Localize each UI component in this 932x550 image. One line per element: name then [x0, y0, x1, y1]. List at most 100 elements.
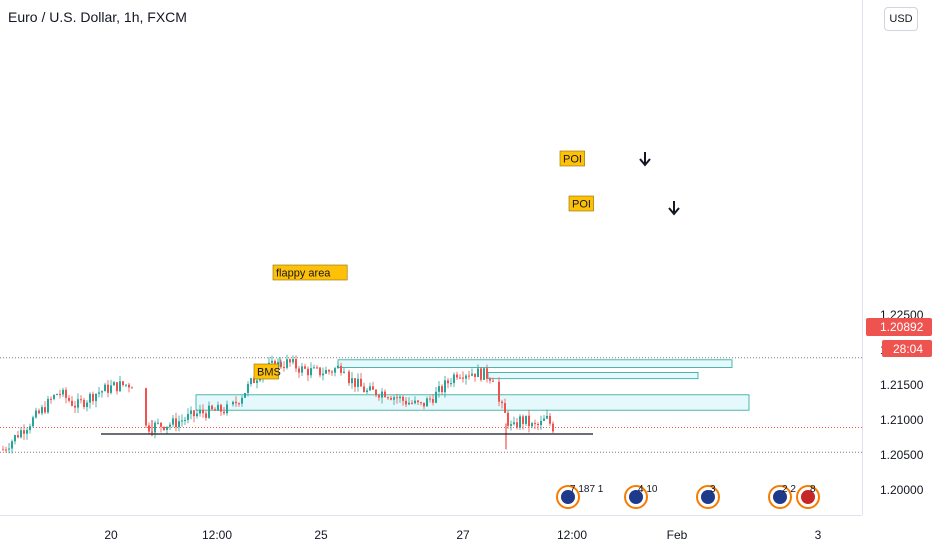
event-count-text: 3 — [710, 484, 716, 495]
flag-fill-icon — [701, 490, 715, 504]
candle-body — [113, 382, 115, 386]
candle-body — [310, 368, 312, 376]
candle-body — [202, 409, 204, 414]
candle-body — [348, 371, 350, 384]
candle-body — [116, 382, 118, 392]
time-tick-label: 12:00 — [557, 528, 587, 542]
currency-button[interactable]: USD — [884, 7, 918, 31]
candle-body — [289, 359, 291, 363]
candle-body — [128, 384, 130, 388]
event-count-text: 8 — [810, 484, 816, 495]
candle-body — [456, 374, 458, 378]
candle-body — [432, 399, 434, 403]
time-tick-label: 12:00 — [202, 528, 232, 542]
candle-body — [328, 369, 330, 372]
flappy-area-label: flappy area — [272, 264, 348, 281]
candle-body — [396, 397, 398, 399]
candle-body — [292, 359, 294, 363]
candle-body — [271, 360, 273, 363]
poi-label-1: POI — [559, 150, 585, 167]
poi-label-2: POI — [568, 195, 594, 212]
candle-body — [474, 373, 476, 378]
bms-label-text: BMS — [257, 367, 281, 379]
candle-body — [552, 423, 554, 432]
candle-body — [14, 435, 16, 442]
candle-body — [175, 418, 177, 428]
candle-body — [98, 392, 100, 394]
candle-body — [390, 397, 392, 400]
candle-body — [354, 378, 356, 387]
candle-body — [313, 367, 315, 369]
bms-label: BMS — [253, 363, 281, 380]
candle-body — [5, 449, 7, 451]
candle-body — [304, 366, 306, 369]
candle-body — [68, 397, 70, 401]
candle-body — [181, 420, 183, 422]
candle-body — [29, 426, 31, 430]
candle-body — [516, 422, 518, 428]
candle-body — [92, 393, 94, 402]
candle-body — [163, 426, 165, 430]
candle-body — [95, 393, 97, 402]
candle-body — [549, 415, 551, 424]
flag-fill-icon — [629, 490, 643, 504]
candle-body — [295, 359, 297, 369]
candle-body — [399, 396, 401, 399]
candle-body — [528, 415, 530, 427]
candle-body — [205, 413, 207, 418]
candle-body — [459, 377, 461, 379]
candle-body — [334, 368, 336, 373]
poi-label-1-text: POI — [563, 154, 582, 166]
countdown-text: 28:04 — [893, 342, 923, 356]
candle-body — [214, 409, 216, 411]
time-tick-label: Feb — [667, 528, 688, 542]
candle-body — [65, 389, 67, 398]
candle-body — [196, 413, 198, 417]
flag-fill-icon — [801, 490, 815, 504]
candle-body — [211, 405, 213, 410]
candle-body — [462, 377, 464, 379]
candle-body — [301, 366, 303, 373]
candle-body — [420, 402, 422, 404]
candle-body — [56, 394, 58, 396]
candle-body — [414, 400, 416, 404]
candle-body — [190, 410, 192, 415]
down-arrow-icon — [668, 201, 680, 216]
candle-body — [74, 405, 76, 408]
candle-body — [501, 401, 503, 404]
candle-body — [363, 386, 365, 393]
poi-label-1-box — [559, 150, 585, 167]
candle-body — [172, 418, 174, 425]
flappy-area-label-text: flappy area — [276, 268, 331, 280]
candle-body — [307, 368, 309, 376]
event-count-text: 2 2 — [782, 484, 796, 495]
candle-body — [119, 381, 121, 392]
candle-body — [145, 388, 147, 426]
candle-body — [417, 400, 419, 403]
candle-body — [59, 394, 61, 396]
candle-body — [384, 391, 386, 398]
candle-body — [537, 423, 539, 426]
time-tick-label: 25 — [314, 528, 328, 542]
candle-body — [405, 400, 407, 405]
candle-body — [256, 380, 258, 384]
event-marker: 3 — [696, 484, 720, 509]
candle-body — [220, 404, 222, 412]
candle-body — [513, 422, 515, 425]
candle-body — [322, 373, 324, 376]
candle-body — [184, 419, 186, 421]
candle-body — [35, 410, 37, 418]
candle-body — [525, 415, 527, 424]
candle-body — [540, 420, 542, 426]
flag-fill-icon — [773, 490, 787, 504]
candle-body — [26, 429, 28, 434]
candle-body — [223, 411, 225, 414]
candle-body — [247, 384, 249, 393]
candle-body — [325, 369, 327, 374]
candle-body — [381, 391, 383, 398]
candle-body — [77, 399, 79, 408]
candle-body — [50, 398, 52, 400]
candle-body — [160, 422, 162, 427]
poi-label-2-box — [568, 195, 594, 212]
